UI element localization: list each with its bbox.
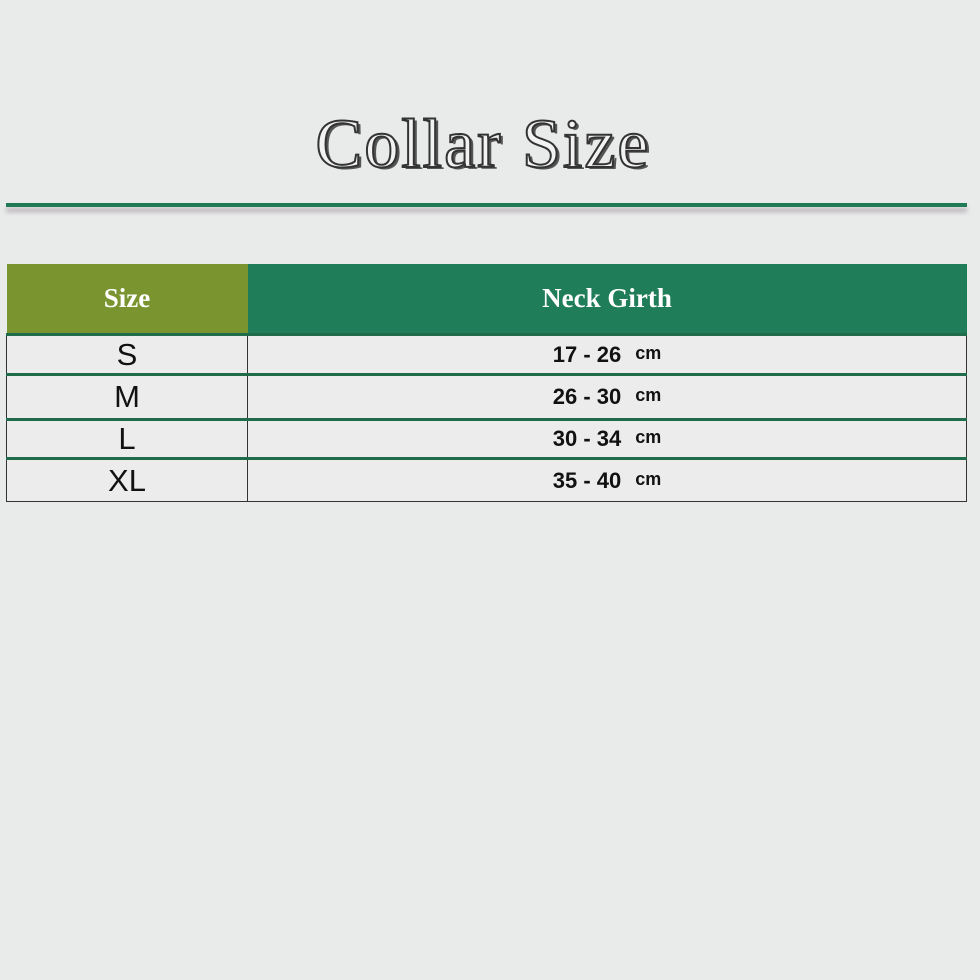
girth-cell: 26 - 30 cm (247, 373, 967, 420)
page-title: Collar Size (315, 105, 651, 184)
size-chart-table: Size Neck Girth S 17 - 26 cm M 26 - 30 cm … (6, 264, 967, 502)
header-neck-girth: Neck Girth (247, 264, 967, 335)
table-row: M 26 - 30 cm (6, 373, 967, 420)
table-header-row: Size Neck Girth (6, 264, 967, 335)
girth-range: 26 - 30 (552, 384, 622, 409)
girth-unit: cm (635, 385, 662, 405)
table-row: XL 35 - 40 cm (6, 457, 967, 502)
size-cell: XL (6, 457, 248, 502)
table-row: S 17 - 26 cm (6, 333, 967, 375)
girth-cell: 30 - 34 cm (247, 418, 967, 459)
size-cell: S (6, 333, 248, 375)
size-cell: L (6, 418, 248, 459)
girth-range: 35 - 40 (552, 467, 622, 493)
header-size: Size (6, 264, 248, 335)
girth-unit: cm (635, 468, 662, 489)
girth-cell: 35 - 40 cm (247, 457, 967, 502)
table-row: L 30 - 34 cm (6, 418, 967, 459)
girth-range: 30 - 34 (552, 426, 622, 451)
girth-cell: 17 - 26 cm (247, 333, 967, 375)
title-divider (6, 203, 967, 207)
girth-range: 17 - 26 (552, 341, 622, 367)
girth-unit: cm (635, 427, 662, 447)
girth-unit: cm (635, 342, 662, 363)
size-cell: M (6, 373, 248, 420)
